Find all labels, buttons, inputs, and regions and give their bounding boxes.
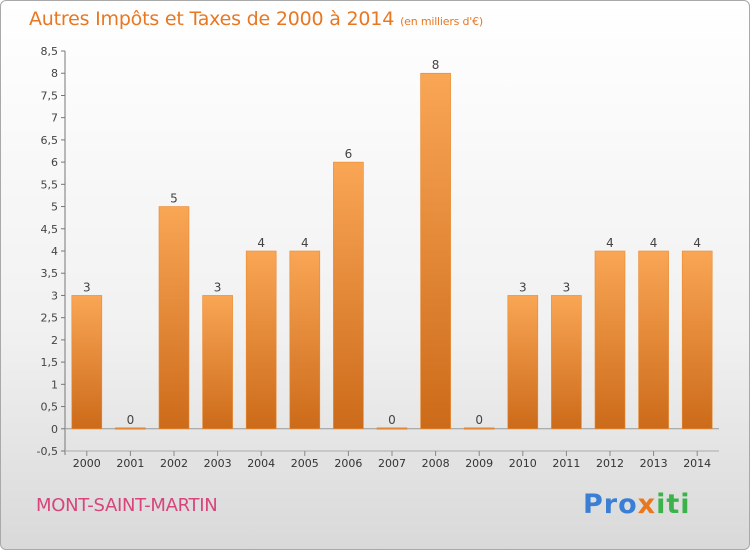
y-tick-label: 3,5 (41, 267, 59, 280)
data-label: 0 (127, 413, 135, 427)
y-tick-label: 8 (51, 67, 58, 80)
data-label: 5 (170, 192, 178, 206)
x-tick-label: 2009 (465, 457, 493, 470)
x-tick-label: 2012 (596, 457, 624, 470)
bar (594, 250, 626, 430)
x-tick-label: 2003 (204, 457, 232, 470)
data-label: 3 (214, 280, 222, 294)
y-tick-label: 6,5 (41, 134, 59, 147)
x-tick-label: 2000 (73, 457, 101, 470)
bar (681, 250, 713, 430)
proxiti-logo: Proxiti (583, 489, 691, 520)
x-tick-label: 2006 (334, 457, 362, 470)
data-labels: 3 0 5 3 4 4 6 0 8 0 3 3 4 4 4 (83, 58, 701, 427)
y-tick-label: 7,5 (41, 89, 59, 102)
bar (115, 427, 146, 430)
data-label: 0 (475, 413, 483, 427)
commune-name: MONT-SAINT-MARTIN (36, 495, 218, 516)
y-tick-label: -0,5 (37, 445, 58, 458)
x-tick-label: 2007 (378, 457, 406, 470)
bar (507, 295, 539, 430)
bar (638, 250, 669, 430)
bar (376, 427, 408, 430)
x-tick-label: 2014 (683, 457, 711, 470)
y-tick-label: 5 (51, 201, 58, 214)
data-label: 4 (301, 236, 309, 250)
y-tick-label: 1 (51, 378, 58, 391)
data-label: 4 (606, 236, 614, 250)
chart-title: Autres Impôts et Taxes de 2000 à 2014 (en… (29, 8, 483, 30)
bar (71, 295, 103, 430)
bar (202, 295, 233, 430)
bars (71, 72, 713, 430)
y-tick-label: 2,5 (41, 312, 59, 325)
data-label: 4 (257, 236, 265, 250)
bar (289, 250, 321, 430)
x-tick-label: 2004 (247, 457, 275, 470)
data-label: 4 (650, 236, 658, 250)
y-tick-label: 4,5 (41, 223, 59, 236)
data-label: 3 (83, 280, 91, 294)
bar (158, 206, 190, 430)
bar (463, 427, 495, 430)
data-label: 3 (519, 280, 527, 294)
bar (333, 161, 364, 430)
chart-subtitle: (en milliers d'€) (400, 15, 483, 28)
data-label: 3 (563, 280, 571, 294)
data-label: 6 (345, 147, 353, 161)
data-label: 4 (693, 236, 701, 250)
data-label: 0 (388, 413, 396, 427)
y-tick-label: 2 (51, 334, 58, 347)
y-tick-label: 5,5 (41, 178, 59, 191)
y-tick-label: 0,5 (41, 401, 59, 414)
bar (420, 72, 451, 430)
x-tick-label: 2013 (640, 457, 668, 470)
x-tick-label: 2001 (116, 457, 144, 470)
y-tick-label: 8,5 (41, 45, 59, 58)
x-tick-label: 2010 (509, 457, 537, 470)
y-tick-label: 6 (51, 156, 58, 169)
x-tick-label: 2008 (422, 457, 450, 470)
y-tick-label: 7 (51, 112, 58, 125)
y-tick-label: 1,5 (41, 356, 59, 369)
y-tick-label: 0 (51, 423, 58, 436)
data-label: 8 (432, 58, 440, 72)
y-tick-label: 3 (51, 289, 58, 302)
x-tick-label: 2005 (291, 457, 319, 470)
y-tick-label: 4 (51, 245, 58, 258)
bar (551, 295, 582, 430)
bar (245, 250, 277, 430)
x-tick-label: 2011 (552, 457, 580, 470)
x-tick-label: 2002 (160, 457, 188, 470)
